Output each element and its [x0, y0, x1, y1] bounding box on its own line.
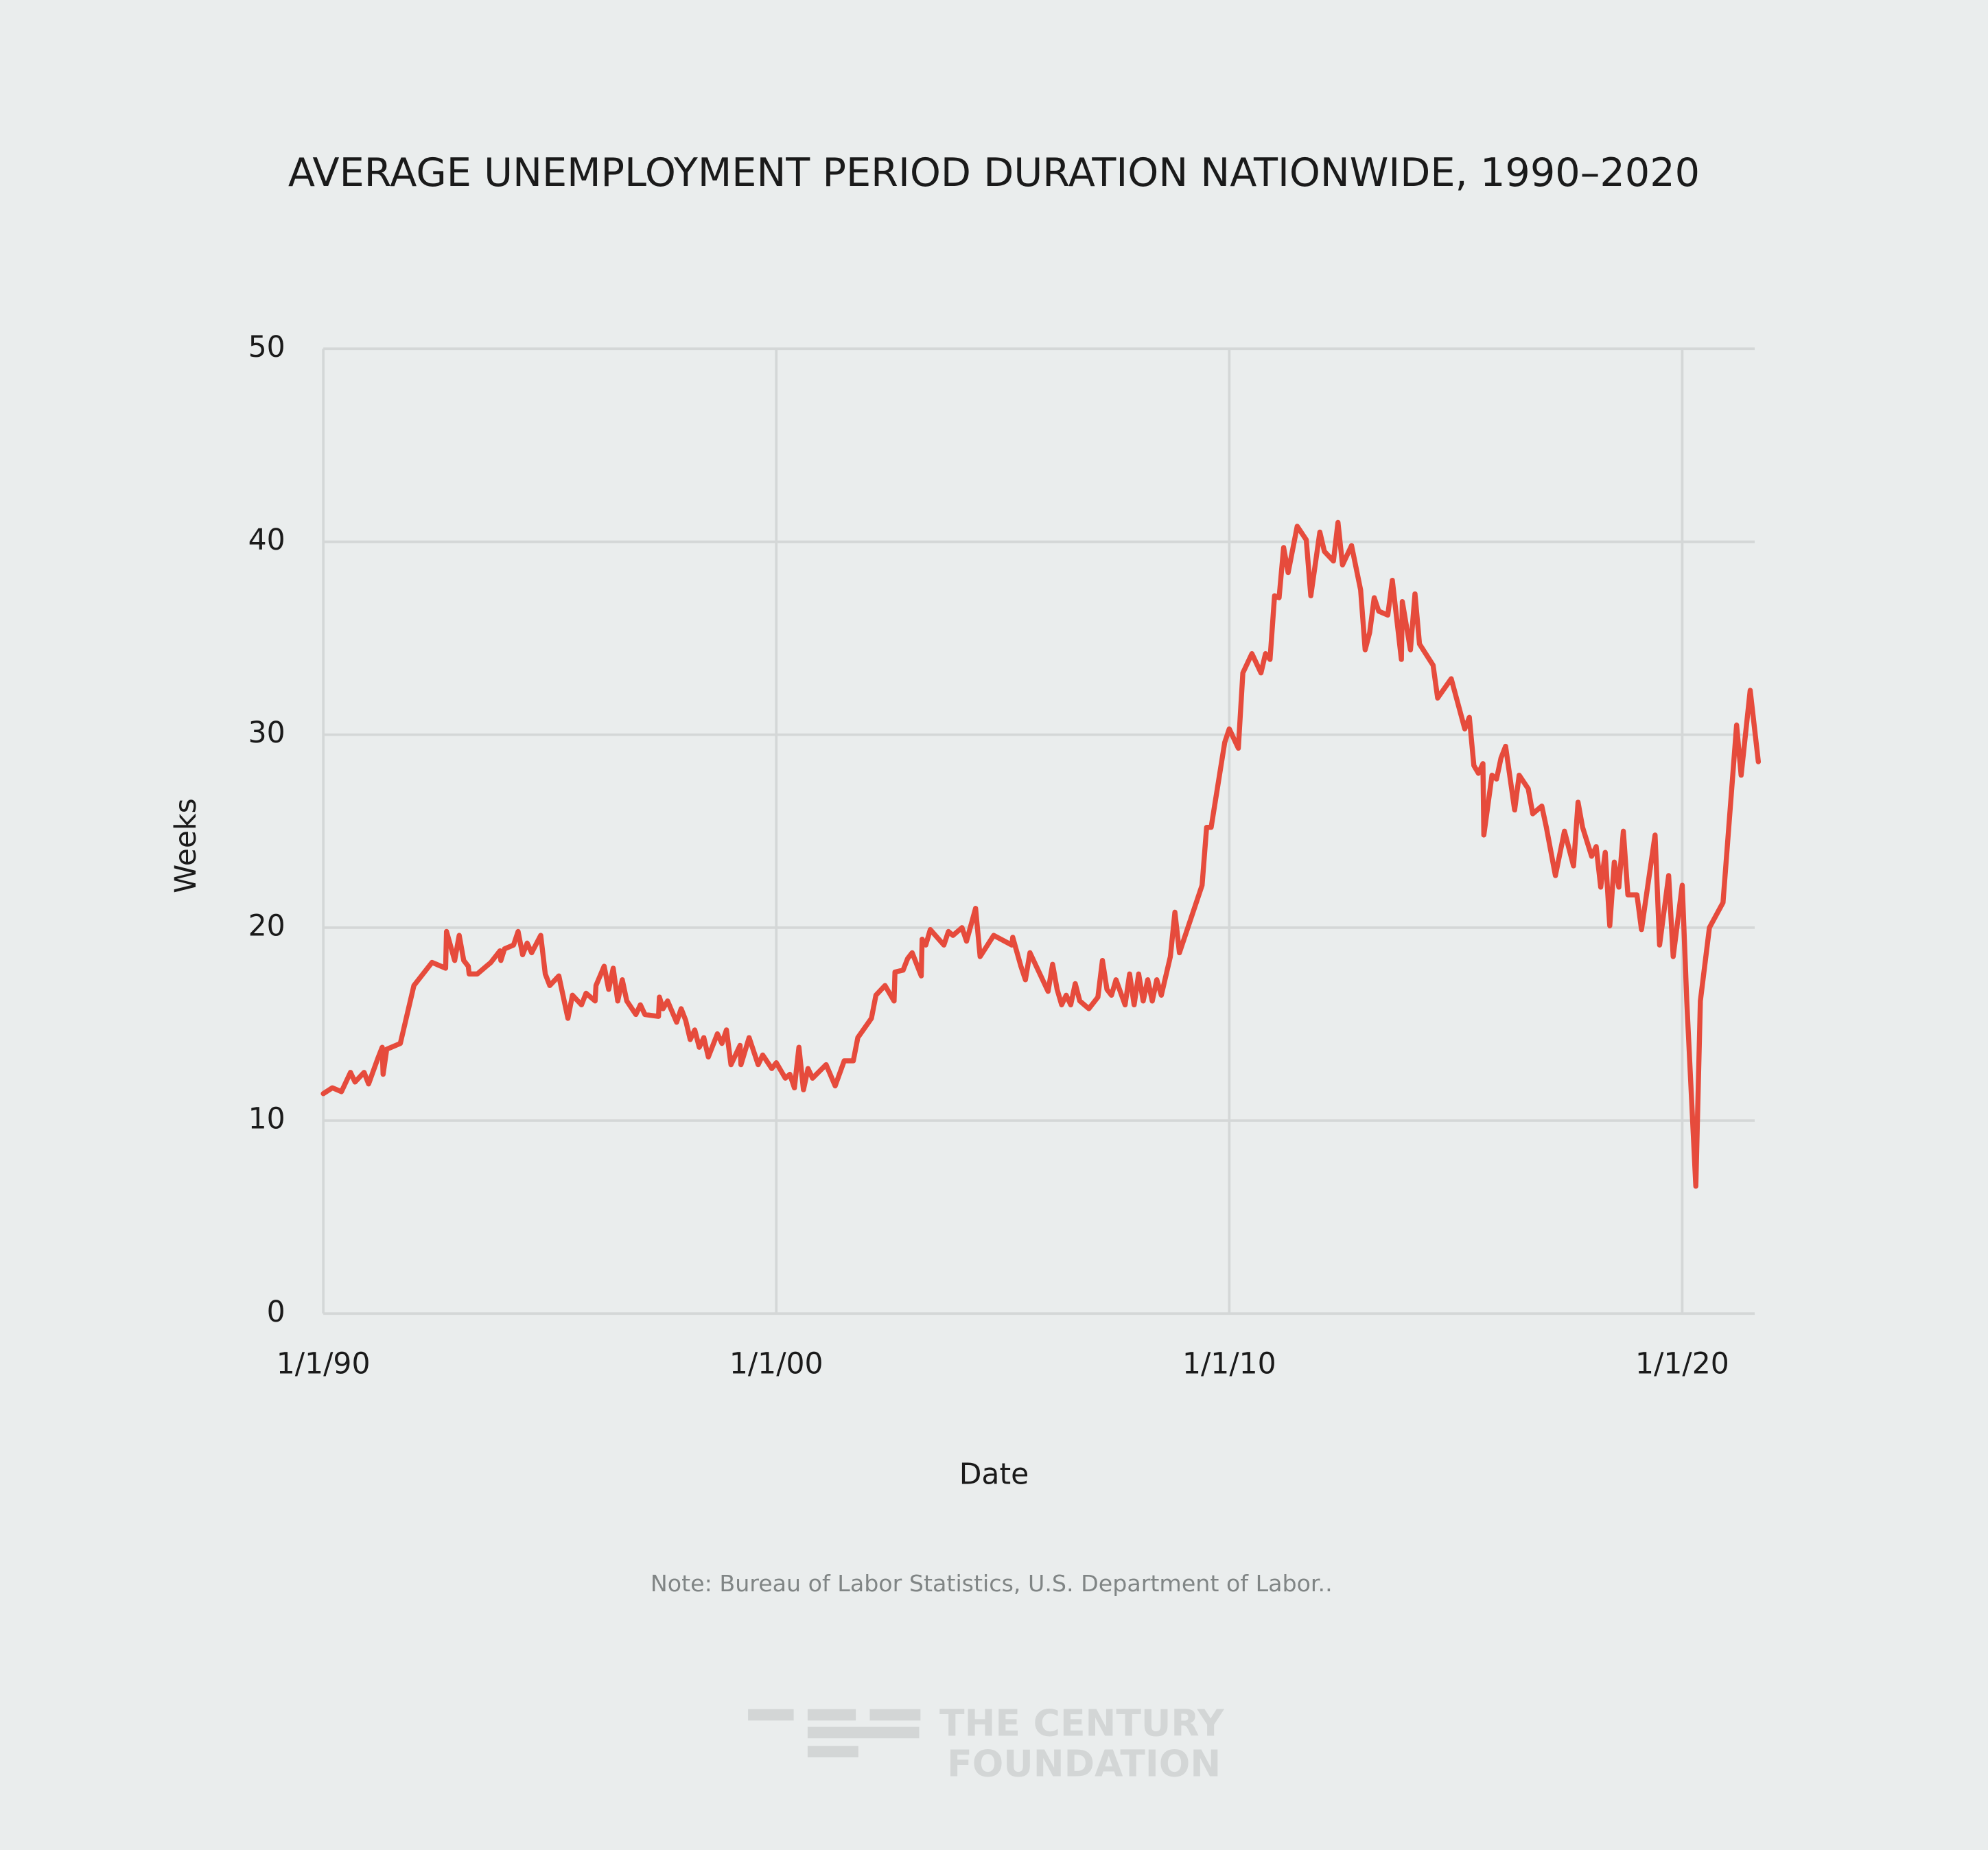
logo-mark [807, 1726, 920, 1739]
y-tick-label: 20 [248, 909, 285, 943]
x-tick-label: 1/1/20 [1635, 1348, 1729, 1381]
y-tick-label: 0 [267, 1296, 285, 1329]
chart-title: AVERAGE UNEMPLOYMENT PERIOD DURATION NAT… [288, 150, 1700, 196]
logo-mark [807, 1746, 858, 1757]
logo-mark [869, 1709, 921, 1721]
y-axis-label: Weeks [169, 798, 203, 893]
data-line [320, 519, 1762, 1189]
x-axis-label: Date [959, 1457, 1029, 1491]
x-tick-label: 1/1/90 [277, 1348, 371, 1381]
note: Note: Bureau of Labor Statistics, U.S. D… [651, 1570, 1333, 1597]
y-tick-label: 50 [248, 331, 285, 364]
y-tick-label: 40 [248, 524, 285, 557]
logo-text: FOUNDATION [947, 1742, 1221, 1785]
x-tick-label: 1/1/00 [729, 1348, 823, 1381]
logo-mark [807, 1709, 856, 1721]
logo-text: THE CENTURY [939, 1701, 1225, 1744]
y-tick-label: 10 [248, 1103, 285, 1136]
y-tick-label: 30 [248, 716, 285, 750]
logo-mark [748, 1709, 794, 1721]
logo: THE CENTURY FOUNDATION [748, 1701, 1225, 1785]
x-tick-label: 1/1/10 [1182, 1348, 1276, 1381]
